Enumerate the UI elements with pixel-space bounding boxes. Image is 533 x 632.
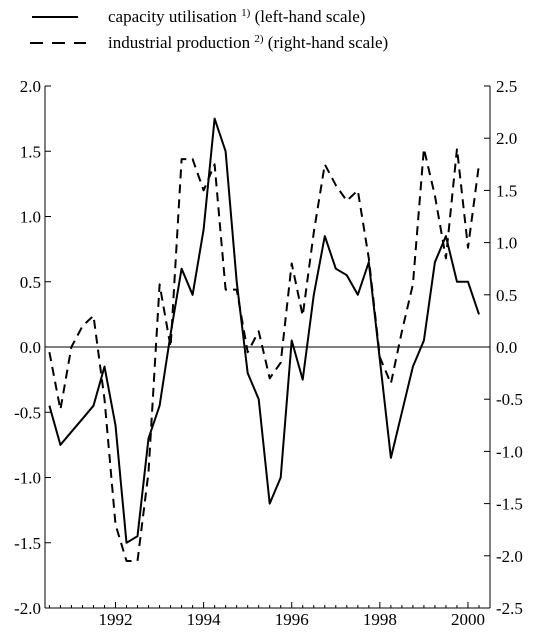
capacity-utilisation-line [48, 117, 480, 544]
right-tick-label: 2.5 [496, 77, 517, 96]
x-tick-label: 1994 [187, 610, 222, 629]
left-tick-label: -1.5 [14, 534, 41, 553]
right-tick-label: 2.0 [496, 129, 517, 148]
right-tick-label: 1.0 [496, 234, 517, 253]
industrial-production-line [48, 147, 480, 562]
legend-swatch-dashed [30, 42, 86, 44]
right-tick-label: -2.0 [496, 547, 523, 566]
legend-item-industrial-production: industrial production 2) (right-hand sca… [30, 30, 510, 56]
left-tick-label: 1.5 [20, 142, 41, 161]
x-tick-label: 1998 [363, 610, 397, 629]
chart-legend: capacity utilisation 1) (left-hand scale… [30, 4, 510, 56]
right-tick-label: -1.0 [496, 442, 523, 461]
left-tick-label: 0.5 [20, 273, 41, 292]
chart-axes: -2.0 -1.5 -1.0 -0.5 0.0 0.5 1.0 1.5 2.0 -2.5 -2.0 -… [14, 77, 523, 629]
x-tick-label: 1996 [275, 610, 309, 629]
left-tick-label: 2.0 [20, 77, 41, 96]
right-tick-label: 1.5 [496, 181, 517, 200]
legend-swatch-solid [32, 16, 78, 18]
right-tick-label: -2.5 [496, 599, 523, 618]
left-tick-label: -2.0 [14, 599, 41, 618]
right-tick-label: -0.5 [496, 390, 523, 409]
x-tick-label: 1992 [98, 610, 132, 629]
series-layer [48, 117, 480, 562]
legend-label-industrial-production: industrial production 2) (right-hand sca… [108, 33, 389, 52]
left-tick-label: 1.0 [20, 208, 41, 227]
legend-item-capacity-utilisation: capacity utilisation 1) (left-hand scale… [30, 4, 510, 30]
left-tick-label: 0.0 [20, 338, 41, 357]
left-tick-label: -0.5 [14, 403, 41, 422]
legend-label-capacity-utilisation: capacity utilisation 1) (left-hand scale… [108, 7, 366, 26]
right-tick-label: 0.0 [496, 338, 517, 357]
x-tick-label: 2000 [451, 610, 485, 629]
left-tick-label: -1.0 [14, 469, 41, 488]
right-tick-label: -1.5 [496, 495, 523, 514]
right-tick-label: 0.5 [496, 286, 517, 305]
